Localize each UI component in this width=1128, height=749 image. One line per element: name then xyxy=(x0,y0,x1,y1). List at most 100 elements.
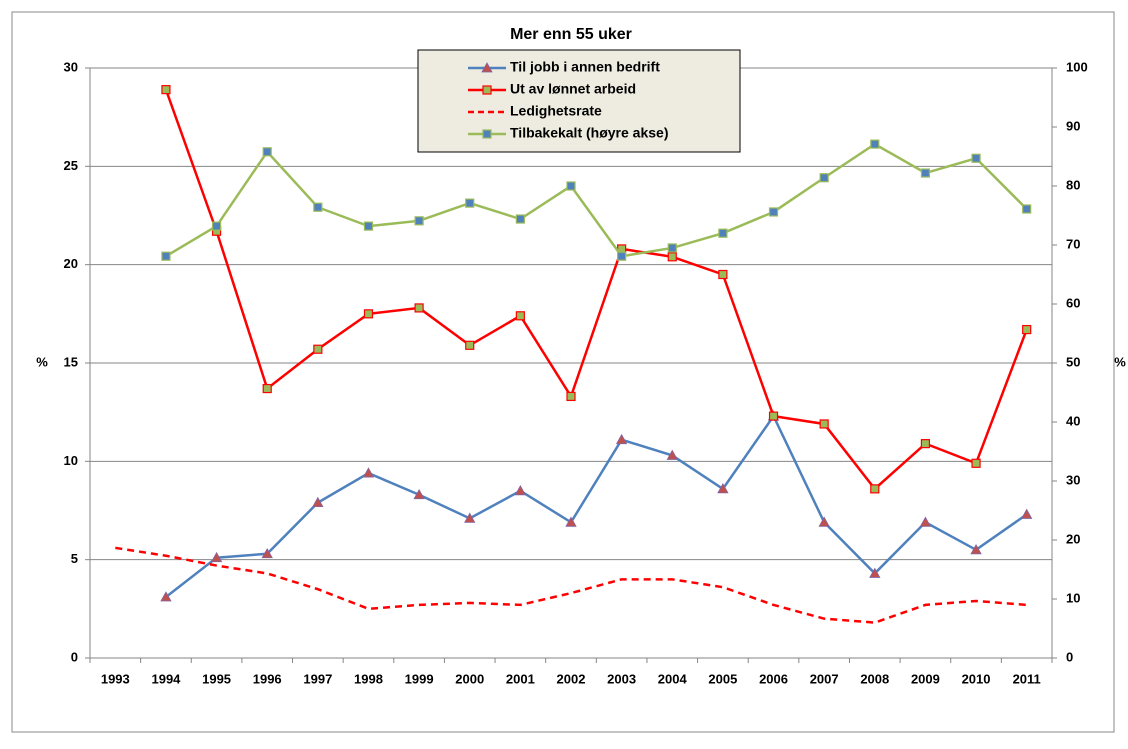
marker xyxy=(465,340,475,350)
x-tick-label: 1997 xyxy=(303,671,332,686)
x-tick-label: 2008 xyxy=(860,671,889,686)
x-tick-label: 2007 xyxy=(810,671,839,686)
marker xyxy=(414,216,424,226)
marker xyxy=(971,153,981,163)
marker xyxy=(920,439,931,449)
y2-tick-label: 60 xyxy=(1066,295,1080,310)
y2-tick-label: 90 xyxy=(1066,118,1080,133)
marker xyxy=(211,221,222,231)
series-line xyxy=(165,413,1028,599)
marker xyxy=(1022,324,1032,335)
y-tick-label: 30 xyxy=(64,59,78,74)
x-tick-label: 2002 xyxy=(557,671,586,686)
x-tick-label: 1999 xyxy=(405,671,434,686)
y-tick-label: 15 xyxy=(64,354,78,369)
marker xyxy=(970,544,982,555)
marker xyxy=(566,181,576,191)
marker xyxy=(515,214,525,224)
x-tick-label: 2000 xyxy=(455,671,484,686)
marker xyxy=(362,467,375,478)
x-tick-label: 1994 xyxy=(151,671,181,686)
y2-tick-label: 40 xyxy=(1066,413,1080,428)
marker xyxy=(819,419,829,429)
y2-tick-label: 20 xyxy=(1066,531,1080,546)
marker xyxy=(718,269,728,280)
marker xyxy=(768,207,779,217)
x-tick-label: 1995 xyxy=(202,671,231,686)
legend-marker xyxy=(482,129,492,139)
y2-tick-label: 0 xyxy=(1066,649,1073,664)
marker xyxy=(1021,508,1033,519)
y-tick-label: 25 xyxy=(64,158,78,173)
marker xyxy=(363,309,374,319)
marker xyxy=(870,484,880,494)
marker xyxy=(413,488,425,500)
x-tick-label: 2009 xyxy=(911,671,940,686)
marker xyxy=(768,411,779,421)
legend-label: Til jobb i annen bedrift xyxy=(510,59,660,75)
x-tick-label: 2010 xyxy=(962,671,991,686)
marker xyxy=(210,551,223,563)
marker xyxy=(718,228,728,238)
marker xyxy=(971,458,981,468)
x-tick-label: 2003 xyxy=(607,671,636,686)
marker xyxy=(313,202,323,212)
x-tick-label: 1993 xyxy=(101,671,130,686)
y-axis-label: % xyxy=(36,354,48,369)
legend-marker xyxy=(482,85,492,95)
x-tick-label: 2011 xyxy=(1013,671,1041,686)
series-line xyxy=(164,89,1028,491)
marker xyxy=(161,251,171,261)
x-tick-label: 1996 xyxy=(253,671,282,686)
marker xyxy=(312,496,324,508)
y2-axis-label: % xyxy=(1114,354,1126,369)
marker xyxy=(869,567,881,578)
y-tick-label: 5 xyxy=(71,551,78,566)
marker xyxy=(818,516,830,527)
marker xyxy=(565,516,577,527)
marker xyxy=(870,139,880,149)
marker xyxy=(261,547,273,559)
marker xyxy=(262,147,272,157)
x-tick-label: 1998 xyxy=(354,671,383,686)
marker xyxy=(566,391,576,402)
marker xyxy=(363,221,374,231)
marker xyxy=(920,168,931,178)
y2-tick-label: 80 xyxy=(1066,177,1080,192)
marker xyxy=(515,311,525,321)
y2-tick-label: 70 xyxy=(1066,236,1080,251)
marker xyxy=(666,449,678,460)
legend-label: Tilbakekalt (høyre akse) xyxy=(510,125,668,141)
marker xyxy=(717,483,729,494)
marker xyxy=(667,243,677,253)
marker xyxy=(465,198,475,208)
marker xyxy=(819,173,829,183)
y2-tick-label: 100 xyxy=(1066,59,1088,74)
x-tick-label: 2006 xyxy=(759,671,788,686)
series-line xyxy=(165,142,1028,258)
marker xyxy=(414,303,424,313)
y-tick-label: 20 xyxy=(64,256,78,271)
marker xyxy=(464,512,476,523)
marker xyxy=(160,591,172,602)
legend-label: Ut av lønnet arbeid xyxy=(510,81,636,97)
marker xyxy=(667,252,677,262)
chart-title: Mer enn 55 uker xyxy=(510,26,632,43)
marker xyxy=(615,433,628,445)
y2-tick-label: 30 xyxy=(1066,472,1080,487)
marker xyxy=(1022,204,1032,214)
legend-label: Ledighetsrate xyxy=(510,103,602,119)
x-tick-label: 2001 xyxy=(506,671,535,686)
x-tick-label: 2004 xyxy=(658,671,688,686)
marker xyxy=(617,251,627,261)
legend-marker xyxy=(481,62,493,73)
marker xyxy=(919,516,932,527)
y-tick-label: 10 xyxy=(64,453,78,468)
y2-tick-label: 50 xyxy=(1066,354,1080,369)
marker xyxy=(313,344,323,354)
marker xyxy=(161,85,171,95)
x-tick-label: 2005 xyxy=(708,671,737,686)
marker xyxy=(262,383,272,394)
marker xyxy=(514,485,527,496)
